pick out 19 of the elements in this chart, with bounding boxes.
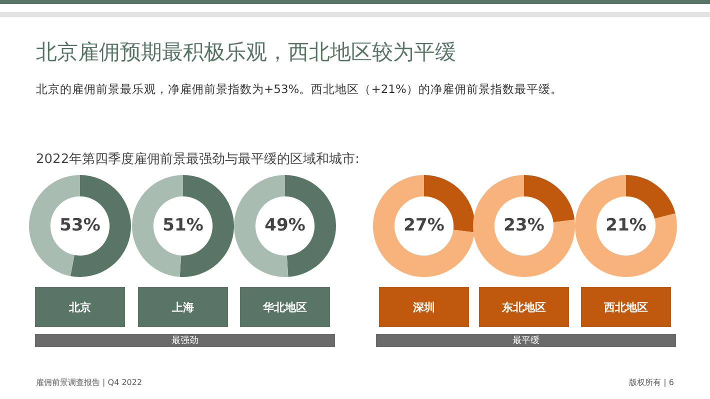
data-label: 53% [60,215,100,236]
text: 北京的雇佣前景最乐观，净雇佣前景指数为+53%。西北地区（+21%）的净雇佣前景指数最平缓。 [36,82,562,97]
text: 深圳 [379,287,469,327]
text: 2022年第四季度雇佣前景最强劲与最平缓的区域和城市: [36,151,360,168]
text: 雇佣前景调查报告 | Q4 2022 [36,377,142,388]
text: 最强劲 [35,334,335,347]
text: 上海 [138,287,228,327]
data-label: 23% [504,215,544,236]
text: 北京雇佣预期最积极乐观，西北地区较为平缓 [36,39,456,66]
data-label: 51% [162,215,204,236]
text: 最平缓 [376,334,676,347]
text: 北京 [35,287,125,327]
data-label: 21% [606,215,646,236]
text: 华北地区 [240,287,330,327]
text: 西北地区 [581,287,671,327]
data-label: 27% [404,215,444,236]
text: 版权所有 | 6 [629,377,674,388]
text: 东北地区 [479,287,569,327]
data-label: 49% [264,215,306,236]
